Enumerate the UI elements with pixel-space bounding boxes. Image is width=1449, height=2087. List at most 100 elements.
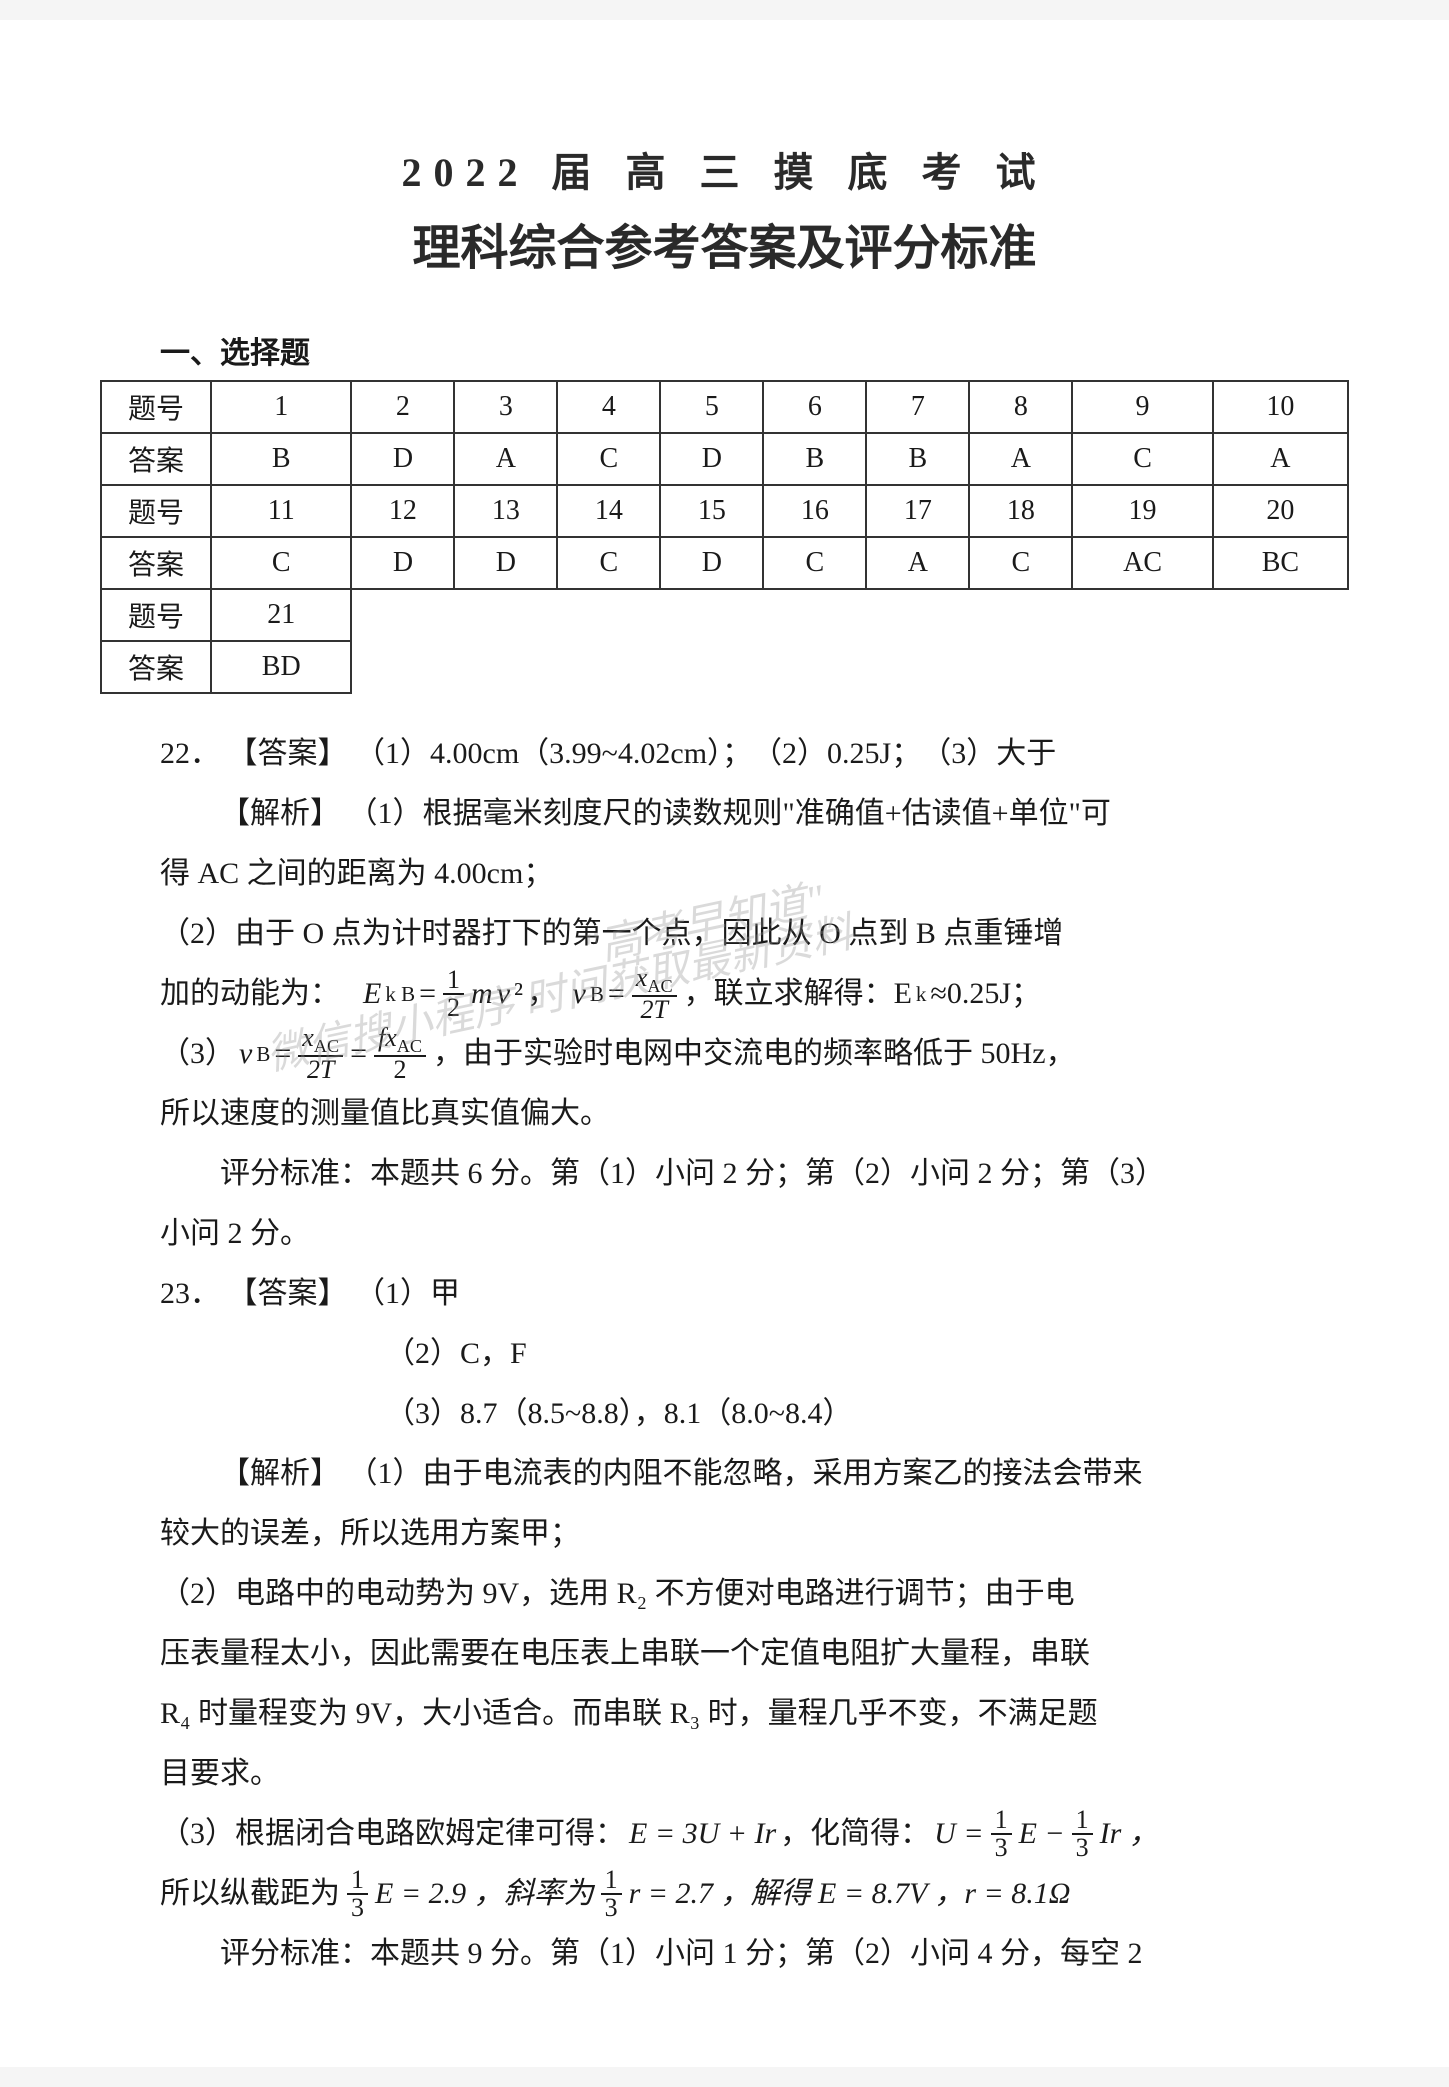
q22-exp3a-pre: （3） [160,1024,235,1084]
cell: 13 [454,485,557,537]
cell: C [557,433,660,485]
empty-cell [351,641,1348,693]
row-label: 答案 [101,641,211,693]
cell: C [211,537,351,589]
answer-label: 【答案】 [228,737,348,770]
sub-k: k [916,973,927,1015]
sub-B: B [590,973,604,1015]
fraction: 13 [601,1867,622,1921]
page-title-line2: 理科综合参考答案及评分标准 [100,208,1349,278]
cell: C [763,537,866,589]
cell: 6 [763,381,866,433]
q22-exp1b: 得 AC 之间的距离为 4.00cm； [160,844,1329,904]
q22-answer: （1）4.00cm（3.99~4.02cm）； （2）0.25J； （3）大于 [355,737,1056,770]
question-22: 22． 【答案】 （1）4.00cm（3.99~4.02cm）； （2）0.25… [160,724,1329,1264]
q22-exp2a: （2）由于 O 点为计时器打下的第一个点，因此从 O 点到 B 点重锤增 [160,904,1329,964]
table-row: 答案 BD [101,641,1348,693]
explain-label: 【解析】 [220,1457,340,1490]
cell: 14 [557,485,660,537]
q23-mid1: E = 2.9 ，斜率为 [375,1864,594,1924]
q22-result: ，联立求解得：E [684,964,912,1024]
q22-formula-line-1: 加的动能为： Ek B = 12 m v² ， vB = xAC2T ，联立求解… [160,964,1329,1024]
sub-B: B [256,1033,270,1075]
q22-number: 22． [160,737,220,770]
explain-label: 【解析】 [220,797,340,830]
table-row: 题号 1 2 3 4 5 6 7 8 9 10 [101,381,1348,433]
q23-exp2c: R₄ 时量程变为 9V，大小适合。而串联 R₃ 时，量程几乎不变，不满足题 [160,1684,1329,1744]
sym-Ir: Ir ， [1100,1804,1159,1864]
cell: B [763,433,866,485]
eq1: E = 3U + Ir [629,1804,776,1864]
cell: B [211,433,351,485]
page-title-line1: 2022 届 高 三 摸 底 考 试 [100,140,1349,198]
cell: 21 [211,589,351,641]
cell: 1 [211,381,351,433]
sym-v: v [573,964,586,1024]
cell: BC [1213,537,1348,589]
table-row: 答案 B D A C D B B A C A [101,433,1348,485]
q23-mid2: r = 2.7 ，解得 E = 8.7V ，r = 8.1Ω [629,1864,1071,1924]
q23-ans1: （1）甲 [355,1277,460,1310]
eq-sign: = [350,1024,367,1084]
cell: 19 [1072,485,1212,537]
sym-m: m [471,964,493,1024]
eq-sign: = [274,1024,291,1084]
q22-score: 评分标准：本题共 6 分。第（1）小问 2 分；第（2）小问 2 分；第（3） [160,1144,1329,1204]
row-label: 题号 [101,485,211,537]
cell: A [1213,433,1348,485]
cell: 5 [660,381,763,433]
cell: B [866,433,969,485]
sym-v: v [239,1024,252,1084]
cell: 4 [557,381,660,433]
cell: 11 [211,485,351,537]
fraction: xAC2T [298,1025,343,1083]
fraction: 12 [443,967,464,1021]
fraction: fxAC2 [374,1025,426,1083]
q23-number: 23． [160,1277,220,1310]
table-row: 答案 C D D C D C A C AC BC [101,537,1348,589]
row-label: 答案 [101,433,211,485]
cell: 8 [969,381,1072,433]
row-label: 题号 [101,589,211,641]
row-label: 答案 [101,537,211,589]
q22-exp1a: （1）根据毫米刻度尺的读数规则"准确值+估读值+单位"可 [348,797,1111,830]
q22-result2: ≈0.25J； [930,964,1041,1024]
cell: BD [211,641,351,693]
table-row: 题号 11 12 13 14 15 16 17 18 19 20 [101,485,1348,537]
sym-E: E [363,964,381,1024]
q22-exp3b: 所以速度的测量值比真实值偏大。 [160,1084,1329,1144]
q23-exp3b-pre: 所以纵截距为 [160,1864,340,1924]
cell: C [557,537,660,589]
cell: 17 [866,485,969,537]
eq-sign: = [608,964,625,1024]
answer-label: 【答案】 [228,1277,348,1310]
q23-exp2a: （2）电路中的电动势为 9V，选用 R₂ 不方便对电路进行调节；由于电 [160,1564,1329,1624]
cell: 18 [969,485,1072,537]
exam-answer-page: 2022 届 高 三 摸 底 考 试 理科综合参考答案及评分标准 一、选择题 题… [0,20,1449,2067]
q23-exp1a: （1）由于电流表的内阻不能忽略，采用方案乙的接法会带来 [348,1457,1143,1490]
q23-exp2b: 压表量程太小，因此需要在电压表上串联一个定值电阻扩大量程，串联 [160,1624,1329,1684]
q23-exp1b: 较大的误差，所以选用方案甲； [160,1504,1329,1564]
q23-ans2: （2）C，F [160,1324,1329,1384]
q23-mid: ，化简得： [780,1804,930,1864]
table-row: 题号 21 [101,589,1348,641]
q23-exp2d: 目要求。 [160,1744,1329,1804]
cell: C [1072,433,1212,485]
cell: 15 [660,485,763,537]
cell: 16 [763,485,866,537]
q23-score: 评分标准：本题共 9 分。第（1）小问 1 分；第（2）小问 4 分，每空 2 [160,1924,1329,1984]
q23-ans3: （3）8.7（8.5~8.8），8.1（8.0~8.4） [160,1384,1329,1444]
cell: D [351,537,454,589]
q22-formula-line-2: （3） vB = xAC2T = fxAC2 ，由于实验时电网中交流电的频率略低… [160,1024,1329,1084]
empty-cell [351,589,1348,641]
cell: 3 [454,381,557,433]
row-label: 题号 [101,381,211,433]
cell: 2 [351,381,454,433]
q22-score2: 小问 2 分。 [160,1204,1329,1264]
question-23: 23． 【答案】 （1）甲 （2）C，F （3）8.7（8.5~8.8），8.1… [160,1264,1329,1984]
cell: D [351,433,454,485]
cell: A [454,433,557,485]
cell: A [866,537,969,589]
eq-sign: = [419,964,436,1024]
sym-v: v [497,964,510,1024]
